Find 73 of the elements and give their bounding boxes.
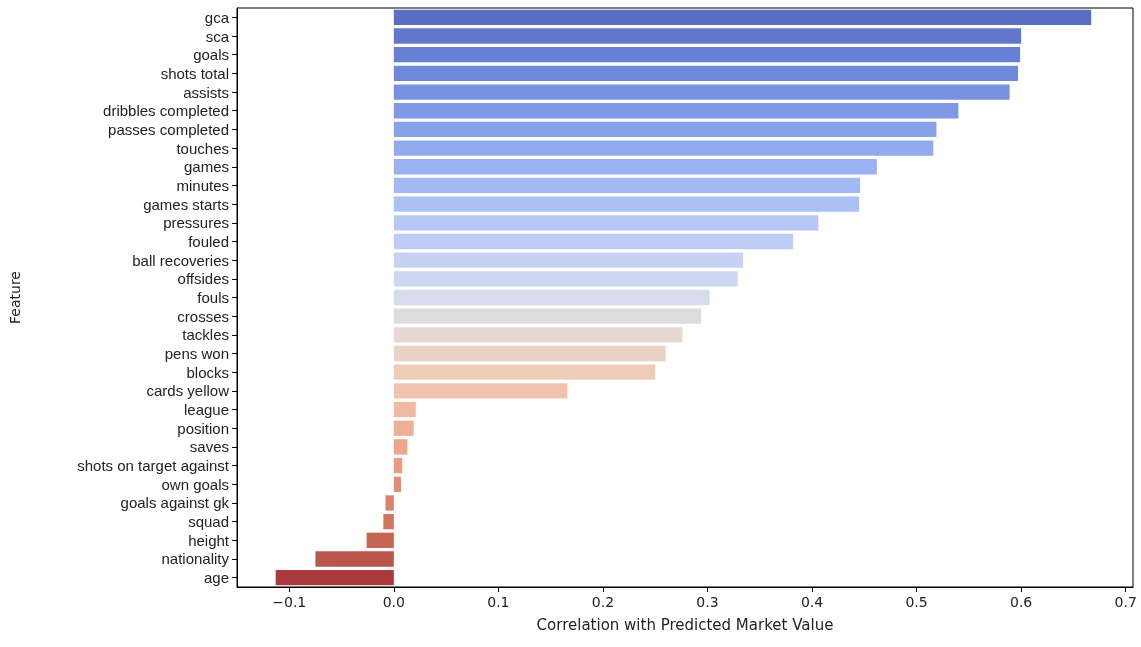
y-tick-label: sca xyxy=(205,27,230,45)
x-tick-label: 0.5 xyxy=(905,594,928,610)
bar xyxy=(393,308,702,324)
y-tick-label: shots total xyxy=(160,64,229,82)
bar xyxy=(393,271,738,287)
y-tick-label: crosses xyxy=(177,307,229,325)
y-tick-label: league xyxy=(183,401,229,419)
x-tick-label: 0.6 xyxy=(1010,594,1033,610)
y-tick-label: own goals xyxy=(161,475,229,493)
bar xyxy=(393,65,1018,82)
x-tick-label: 0.1 xyxy=(487,594,510,610)
y-tick-label: blocks xyxy=(186,363,229,381)
y-tick-label: saves xyxy=(189,438,229,456)
y-tick-label: gca xyxy=(204,8,230,26)
y-tick-label: dribbles completed xyxy=(103,102,229,120)
x-axis-title: Correlation with Predicted Market Value xyxy=(536,615,834,634)
y-tick-label: fouls xyxy=(197,289,229,306)
y-tick-label: pressures xyxy=(163,214,229,232)
bar xyxy=(393,121,937,138)
y-tick-label: assists xyxy=(183,83,229,101)
y-tick-label: minutes xyxy=(176,176,229,194)
bar xyxy=(393,28,1022,44)
y-tick-label: touches xyxy=(176,139,229,157)
bar xyxy=(393,159,877,175)
bar xyxy=(383,513,394,530)
bar xyxy=(393,177,861,194)
y-tick-label: age xyxy=(203,569,229,587)
bar xyxy=(393,47,1021,63)
x-tick-label: 0.3 xyxy=(696,594,719,610)
bar xyxy=(393,84,1010,100)
x-tick-label: 0.7 xyxy=(1114,594,1137,610)
bar xyxy=(393,401,416,418)
bar xyxy=(393,9,1092,25)
y-tick-label: height xyxy=(188,531,230,549)
bar xyxy=(393,103,959,119)
y-tick-label: cards yellow xyxy=(146,382,230,400)
y-tick-label: games starts xyxy=(143,195,229,213)
y-tick-label: ball recoveries xyxy=(132,251,229,269)
bar xyxy=(393,364,656,380)
y-tick-label: offsides xyxy=(177,270,229,288)
bar xyxy=(315,551,394,567)
bar xyxy=(393,140,934,156)
bar xyxy=(393,215,819,231)
x-tick-label: 0.4 xyxy=(800,594,824,610)
y-tick-label: goals xyxy=(193,46,229,64)
y-tick-label: squad xyxy=(188,513,229,531)
x-tick-label: 0.0 xyxy=(382,594,405,610)
y-tick-label: nationality xyxy=(161,550,230,568)
x-tick-label: 0.2 xyxy=(591,594,615,610)
y-tick-label: tackles xyxy=(182,326,229,344)
y-tick-label: pens won xyxy=(164,345,229,363)
x-tick-label: −0.1 xyxy=(272,594,307,610)
bar xyxy=(393,196,860,212)
y-tick-label: passes completed xyxy=(108,120,229,138)
bar xyxy=(393,252,744,268)
bar xyxy=(366,532,394,548)
bar xyxy=(393,457,403,474)
y-tick-label: goals against gk xyxy=(120,494,230,512)
bar xyxy=(393,439,408,455)
bar xyxy=(275,570,394,586)
bar xyxy=(385,495,394,511)
bar xyxy=(393,233,794,250)
y-tick-label: shots on target against xyxy=(77,457,230,475)
bar xyxy=(393,345,666,362)
bar xyxy=(393,289,710,306)
bar xyxy=(393,327,683,343)
y-tick-label: fouled xyxy=(188,232,229,250)
y-tick-label: position xyxy=(177,419,229,437)
bar xyxy=(393,476,402,492)
y-tick-label: games xyxy=(183,158,229,176)
y-axis-title: Feature xyxy=(7,271,23,324)
bar xyxy=(393,420,414,436)
bar xyxy=(393,383,568,399)
